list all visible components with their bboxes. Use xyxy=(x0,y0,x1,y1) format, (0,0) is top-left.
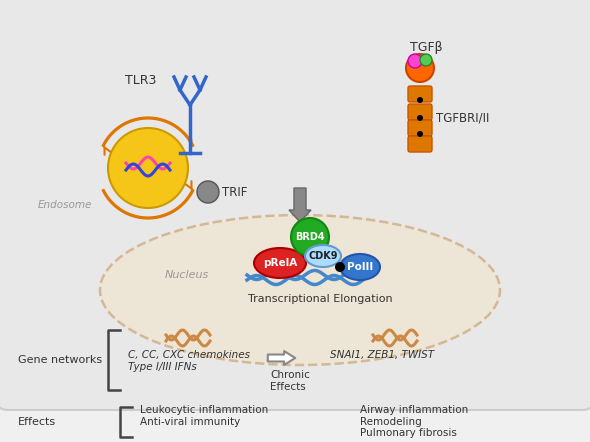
Text: Gene networks: Gene networks xyxy=(18,355,102,365)
Text: C, CC, CXC chemokines
Type I/III IFNs: C, CC, CXC chemokines Type I/III IFNs xyxy=(128,350,250,372)
Text: CDK9: CDK9 xyxy=(308,251,337,261)
Text: Transcriptional Elongation: Transcriptional Elongation xyxy=(248,294,392,304)
Circle shape xyxy=(408,54,422,68)
Circle shape xyxy=(417,97,423,103)
FancyBboxPatch shape xyxy=(0,0,590,410)
Circle shape xyxy=(417,131,423,137)
Text: TLR3: TLR3 xyxy=(125,73,156,87)
Text: Effects: Effects xyxy=(18,417,56,427)
Text: SNAI1, ZEB1, TWIST: SNAI1, ZEB1, TWIST xyxy=(330,350,434,360)
FancyBboxPatch shape xyxy=(408,136,432,152)
Polygon shape xyxy=(289,188,311,222)
Text: TRIF: TRIF xyxy=(222,186,247,198)
Circle shape xyxy=(420,54,432,66)
Circle shape xyxy=(108,128,188,208)
Circle shape xyxy=(417,115,423,121)
FancyBboxPatch shape xyxy=(408,120,432,136)
Text: Airway inflammation
Remodeling
Pulmonary fibrosis: Airway inflammation Remodeling Pulmonary… xyxy=(360,405,468,438)
Ellipse shape xyxy=(305,245,341,267)
Text: Chronic
Effects: Chronic Effects xyxy=(270,370,310,392)
Text: TGFβ: TGFβ xyxy=(410,42,442,54)
Text: Nucleus: Nucleus xyxy=(165,270,209,280)
Circle shape xyxy=(335,262,345,272)
Text: pRelA: pRelA xyxy=(263,258,297,268)
Circle shape xyxy=(406,54,434,82)
Text: Leukocytic inflammation
Anti-viral immunity: Leukocytic inflammation Anti-viral immun… xyxy=(140,405,268,427)
Circle shape xyxy=(197,181,219,203)
Text: PolII: PolII xyxy=(347,262,373,272)
FancyBboxPatch shape xyxy=(408,104,432,120)
Text: BRD4: BRD4 xyxy=(295,232,325,242)
Ellipse shape xyxy=(340,254,380,280)
Text: TGFBRI/II: TGFBRI/II xyxy=(436,111,489,125)
FancyArrowPatch shape xyxy=(268,351,295,365)
Ellipse shape xyxy=(100,215,500,365)
Text: Endosome: Endosome xyxy=(38,200,93,210)
Circle shape xyxy=(291,218,329,256)
FancyBboxPatch shape xyxy=(408,86,432,102)
Ellipse shape xyxy=(254,248,306,278)
